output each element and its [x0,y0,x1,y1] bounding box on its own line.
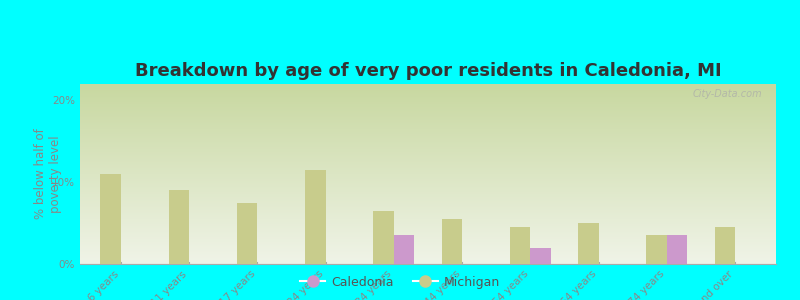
Bar [394,236,414,264]
Bar [510,227,530,264]
Bar [305,170,326,264]
Bar [578,223,598,264]
Title: Breakdown by age of very poor residents in Caledonia, MI: Breakdown by age of very poor residents … [134,62,722,80]
Bar [237,202,258,264]
Bar [442,219,462,264]
Bar [101,174,121,264]
Bar [374,211,394,264]
Legend: Caledonia, Michigan: Caledonia, Michigan [295,271,505,294]
Bar [714,227,735,264]
Bar [169,190,189,264]
Y-axis label: % below half of
poverty level: % below half of poverty level [34,129,62,219]
Text: City-Data.com: City-Data.com [693,89,762,99]
Bar [646,236,667,264]
Bar [530,248,551,264]
Bar [667,236,687,264]
